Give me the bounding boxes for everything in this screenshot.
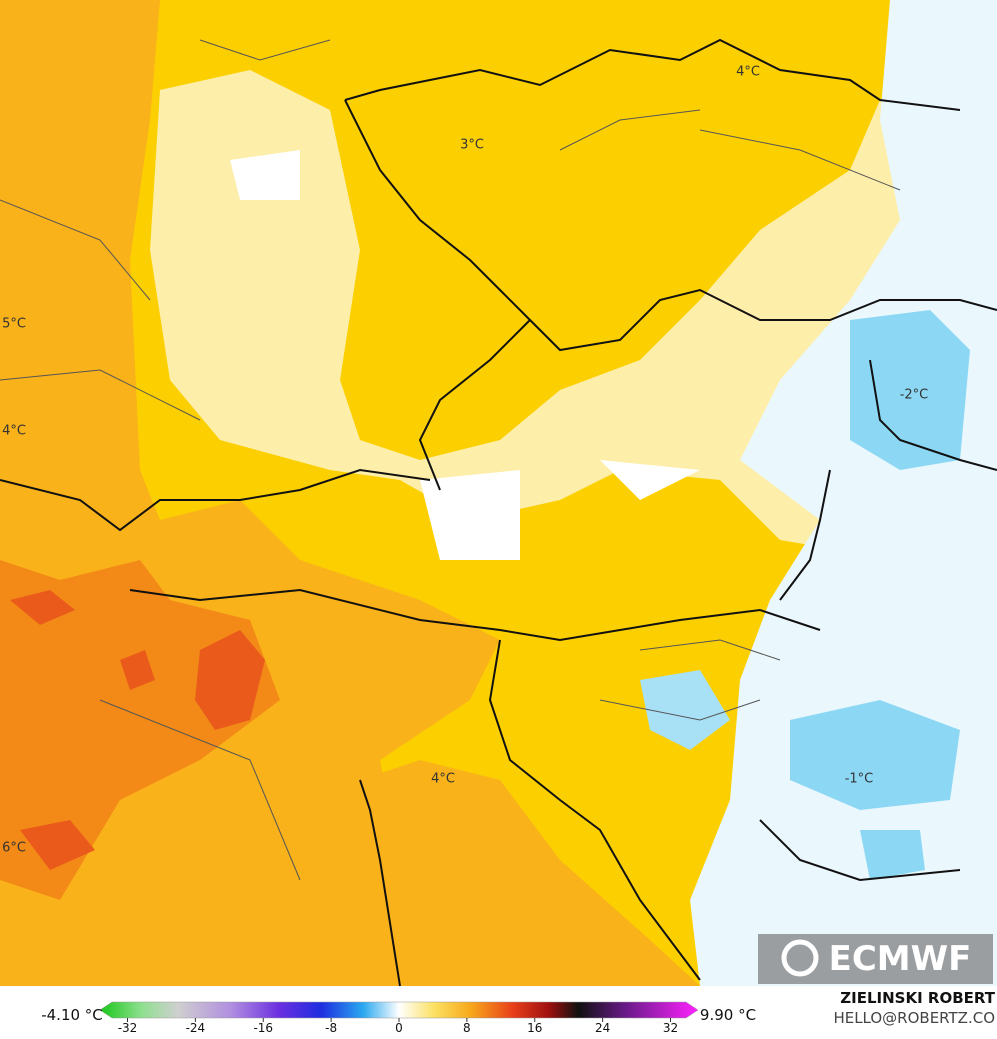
map: ECMWF 4°C 3°C 5°C 4°C -2°C 4°C -1°C 6°C	[0, 0, 997, 987]
temperature-label: 3°C	[460, 138, 484, 153]
temperature-label: 4°C	[431, 772, 455, 787]
temperature-label: -1°C	[845, 772, 874, 787]
colorbar-tick-label: 32	[663, 1021, 678, 1035]
field-red	[195, 630, 265, 730]
field-sea-orange	[360, 760, 700, 986]
colorbar-tick-label: -24	[186, 1021, 206, 1035]
temperature-label: 4°C	[2, 424, 26, 439]
temperature-label: 4°C	[736, 65, 760, 80]
temperature-label: 5°C	[2, 317, 26, 332]
credit-email: HELLO@ROBERTZ.CO	[833, 1009, 995, 1027]
logo-icon	[781, 939, 819, 977]
colorbar-tick-label: -16	[253, 1021, 273, 1035]
colorbar: -4.10 °C 9.90 °C -32 -24 -16 -8 0 8 16 24 32	[41, 1001, 756, 1035]
colorbar-gradient	[99, 1001, 699, 1019]
colorbar-tick-label: 16	[527, 1021, 542, 1035]
field-white	[230, 150, 700, 560]
temperature-label: -2°C	[900, 388, 929, 403]
colorbar-tick-label: -32	[118, 1021, 138, 1035]
temperature-label: 6°C	[2, 841, 26, 856]
colorbar-tick-label: 8	[463, 1021, 471, 1035]
field-blue	[640, 670, 730, 750]
borders	[0, 38, 997, 987]
logo-text: ECMWF	[829, 939, 972, 979]
field-blue	[790, 310, 970, 880]
max-label: 9.90 °C	[700, 1006, 756, 1024]
colorbar-tick-label: 0	[395, 1021, 403, 1035]
admin-borders	[0, 39, 901, 881]
min-label: -4.10 °C	[41, 1006, 103, 1024]
credit-name: ZIELINSKI ROBERT	[840, 989, 995, 1007]
colorbar-tick-label: -8	[325, 1021, 337, 1035]
logo-box: ECMWF	[758, 934, 993, 984]
colorbar-tick-label: 24	[595, 1021, 610, 1035]
